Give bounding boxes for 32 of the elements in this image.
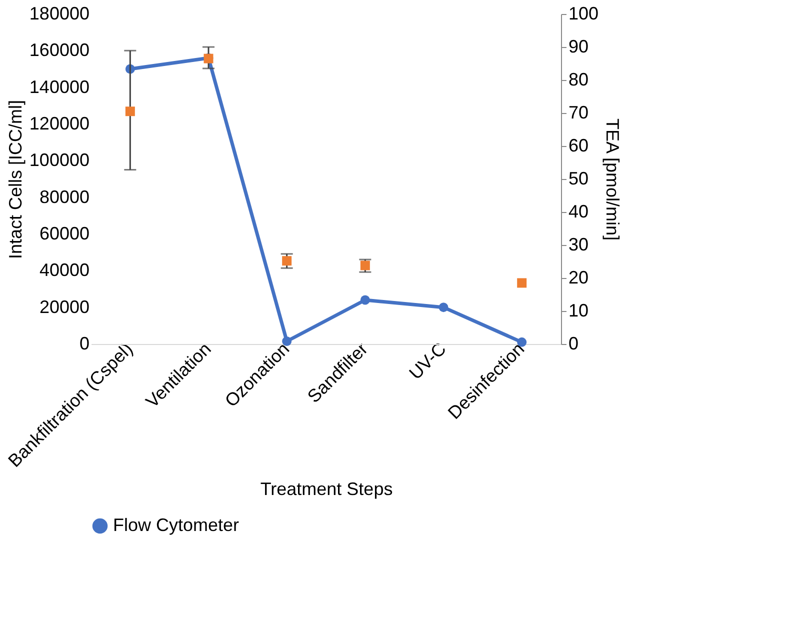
y2-tick-label: 40 — [568, 202, 589, 222]
y-tick-label: 180000 — [29, 4, 90, 24]
point — [282, 256, 292, 266]
y-tick-label: 120000 — [29, 114, 90, 134]
y2-tick-label: 10 — [568, 300, 589, 320]
y2-tick-label: 30 — [568, 234, 589, 254]
point — [125, 106, 135, 116]
legend-label: Flow Cytometer — [113, 515, 240, 535]
x-axis-title: Treatment Steps — [260, 478, 393, 499]
y-tick-label: 160000 — [29, 40, 90, 60]
y2-tick-label: 50 — [568, 168, 589, 188]
y2-tick-label: 60 — [568, 136, 589, 156]
y2-axis-title: TEA [pmol/min] — [602, 118, 623, 241]
y2-tick-label: 0 — [568, 334, 579, 354]
y-tick-label: 20000 — [39, 296, 90, 317]
y-tick-label: 140000 — [29, 76, 90, 97]
y2-tick-label: 100 — [568, 4, 599, 24]
y-tick-label: 40000 — [39, 260, 90, 280]
y2-tick-label: 90 — [568, 36, 589, 56]
point — [282, 336, 292, 346]
y2-tick-label: 70 — [568, 102, 589, 122]
y2-tick-label: 80 — [568, 70, 589, 90]
y-tick-label: 0 — [79, 334, 90, 354]
y-tick-label: 60000 — [39, 224, 90, 244]
y2-tick-label: 20 — [568, 268, 589, 288]
point — [517, 278, 527, 288]
y-tick-label: 80000 — [39, 186, 90, 207]
y-axis-title: Intact Cells [ICC/ml] — [5, 100, 26, 260]
point — [360, 295, 370, 305]
point — [438, 302, 448, 312]
point — [360, 260, 370, 270]
y-tick-label: 100000 — [29, 150, 90, 170]
